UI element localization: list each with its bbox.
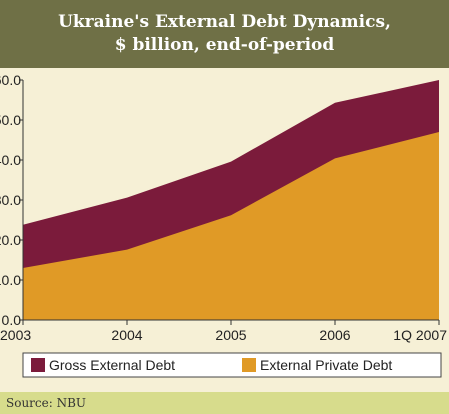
chart-title-line-2: $ billion, end-of-period bbox=[114, 35, 335, 55]
y-axis-ticks: 0.0 10.0 20.0 30.0 40.0 50.0 60.0 bbox=[0, 72, 23, 328]
source-note: Source: NBU bbox=[0, 392, 449, 414]
area-chart: 0.0 10.0 20.0 30.0 40.0 50.0 60.0 2003 2004 2005… bbox=[0, 72, 447, 378]
x-tick-label: 2005 bbox=[215, 327, 246, 343]
x-tick-label: 1Q 2007 bbox=[393, 327, 447, 343]
y-tick-label: 50.0 bbox=[0, 112, 21, 128]
legend-swatch-gross-external-debt bbox=[31, 358, 45, 372]
y-tick-label: 0.0 bbox=[2, 312, 22, 328]
x-tick-label: 2003 bbox=[0, 327, 31, 343]
y-tick-label: 20.0 bbox=[0, 232, 21, 248]
legend-frame bbox=[22, 352, 442, 378]
legend-label-external-private-debt: External Private Debt bbox=[260, 357, 392, 373]
chart-title: Ukraine's External Debt Dynamics, $ bill… bbox=[0, 0, 449, 68]
legend-label-gross-external-debt: Gross External Debt bbox=[49, 357, 175, 373]
external-private-debt-area bbox=[23, 132, 439, 320]
legend-swatch-external-private-debt bbox=[242, 358, 256, 372]
y-tick-label: 30.0 bbox=[0, 192, 21, 208]
legend: Gross External Debt External Private Deb… bbox=[22, 352, 442, 378]
chart-title-line-1: Ukraine's External Debt Dynamics, bbox=[58, 12, 391, 32]
y-tick-label: 10.0 bbox=[0, 272, 21, 288]
x-tick-label: 2004 bbox=[111, 327, 142, 343]
x-axis-ticks: 2003 2004 2005 2006 1Q 2007 bbox=[0, 320, 447, 343]
y-tick-label: 60.0 bbox=[0, 72, 21, 88]
x-tick-label: 2006 bbox=[319, 327, 350, 343]
y-tick-label: 40.0 bbox=[0, 152, 21, 168]
